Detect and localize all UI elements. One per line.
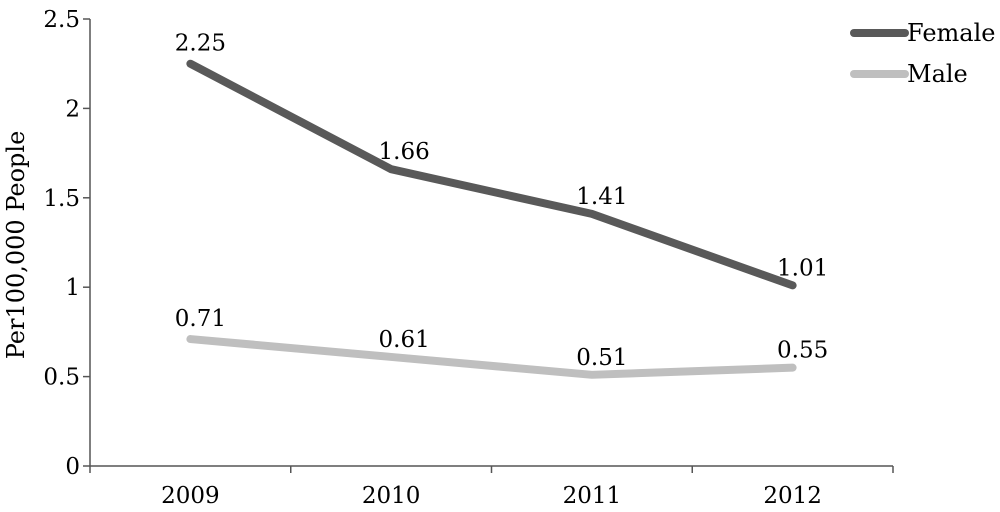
legend-label-male: Male <box>907 60 968 88</box>
series-line-male <box>186 335 797 379</box>
y-tick-label: 0 <box>65 454 80 480</box>
y-tick-label: 1.5 <box>43 186 80 212</box>
legend-label-female: Female <box>907 19 996 47</box>
data-label-male: 0.51 <box>576 345 627 371</box>
data-label-female: 1.41 <box>576 184 627 210</box>
y-tick-label: 2.5 <box>43 7 80 33</box>
x-tick-label: 2011 <box>563 483 622 509</box>
x-tick-label: 2009 <box>161 483 220 509</box>
data-label-female: 1.01 <box>777 255 828 281</box>
series-line-female <box>186 59 797 290</box>
x-tick-label: 2010 <box>362 483 421 509</box>
data-label-female: 1.66 <box>379 139 430 165</box>
legend: Female Male <box>850 19 996 88</box>
x-tick-label: 2012 <box>763 483 822 509</box>
data-label-female: 2.25 <box>175 31 226 57</box>
data-label-male: 0.61 <box>379 327 430 353</box>
axes <box>89 19 893 467</box>
y-tick-label: 2 <box>65 96 80 122</box>
data-label-male: 0.55 <box>777 338 828 364</box>
data-label-male: 0.71 <box>175 306 226 332</box>
x-axis-ticks: 2009 2010 2011 2012 <box>89 466 894 509</box>
data-labels: 2.25 1.66 1.41 1.01 0.71 0.61 0.51 0.55 <box>175 31 828 371</box>
y-tick-label: 1 <box>65 275 80 301</box>
y-axis-title: Per100,000 People <box>2 131 30 360</box>
series-lines <box>186 59 797 379</box>
y-axis-ticks: 0 0.5 1 1.5 2 2.5 <box>43 7 90 480</box>
y-tick-label: 0.5 <box>43 365 80 391</box>
